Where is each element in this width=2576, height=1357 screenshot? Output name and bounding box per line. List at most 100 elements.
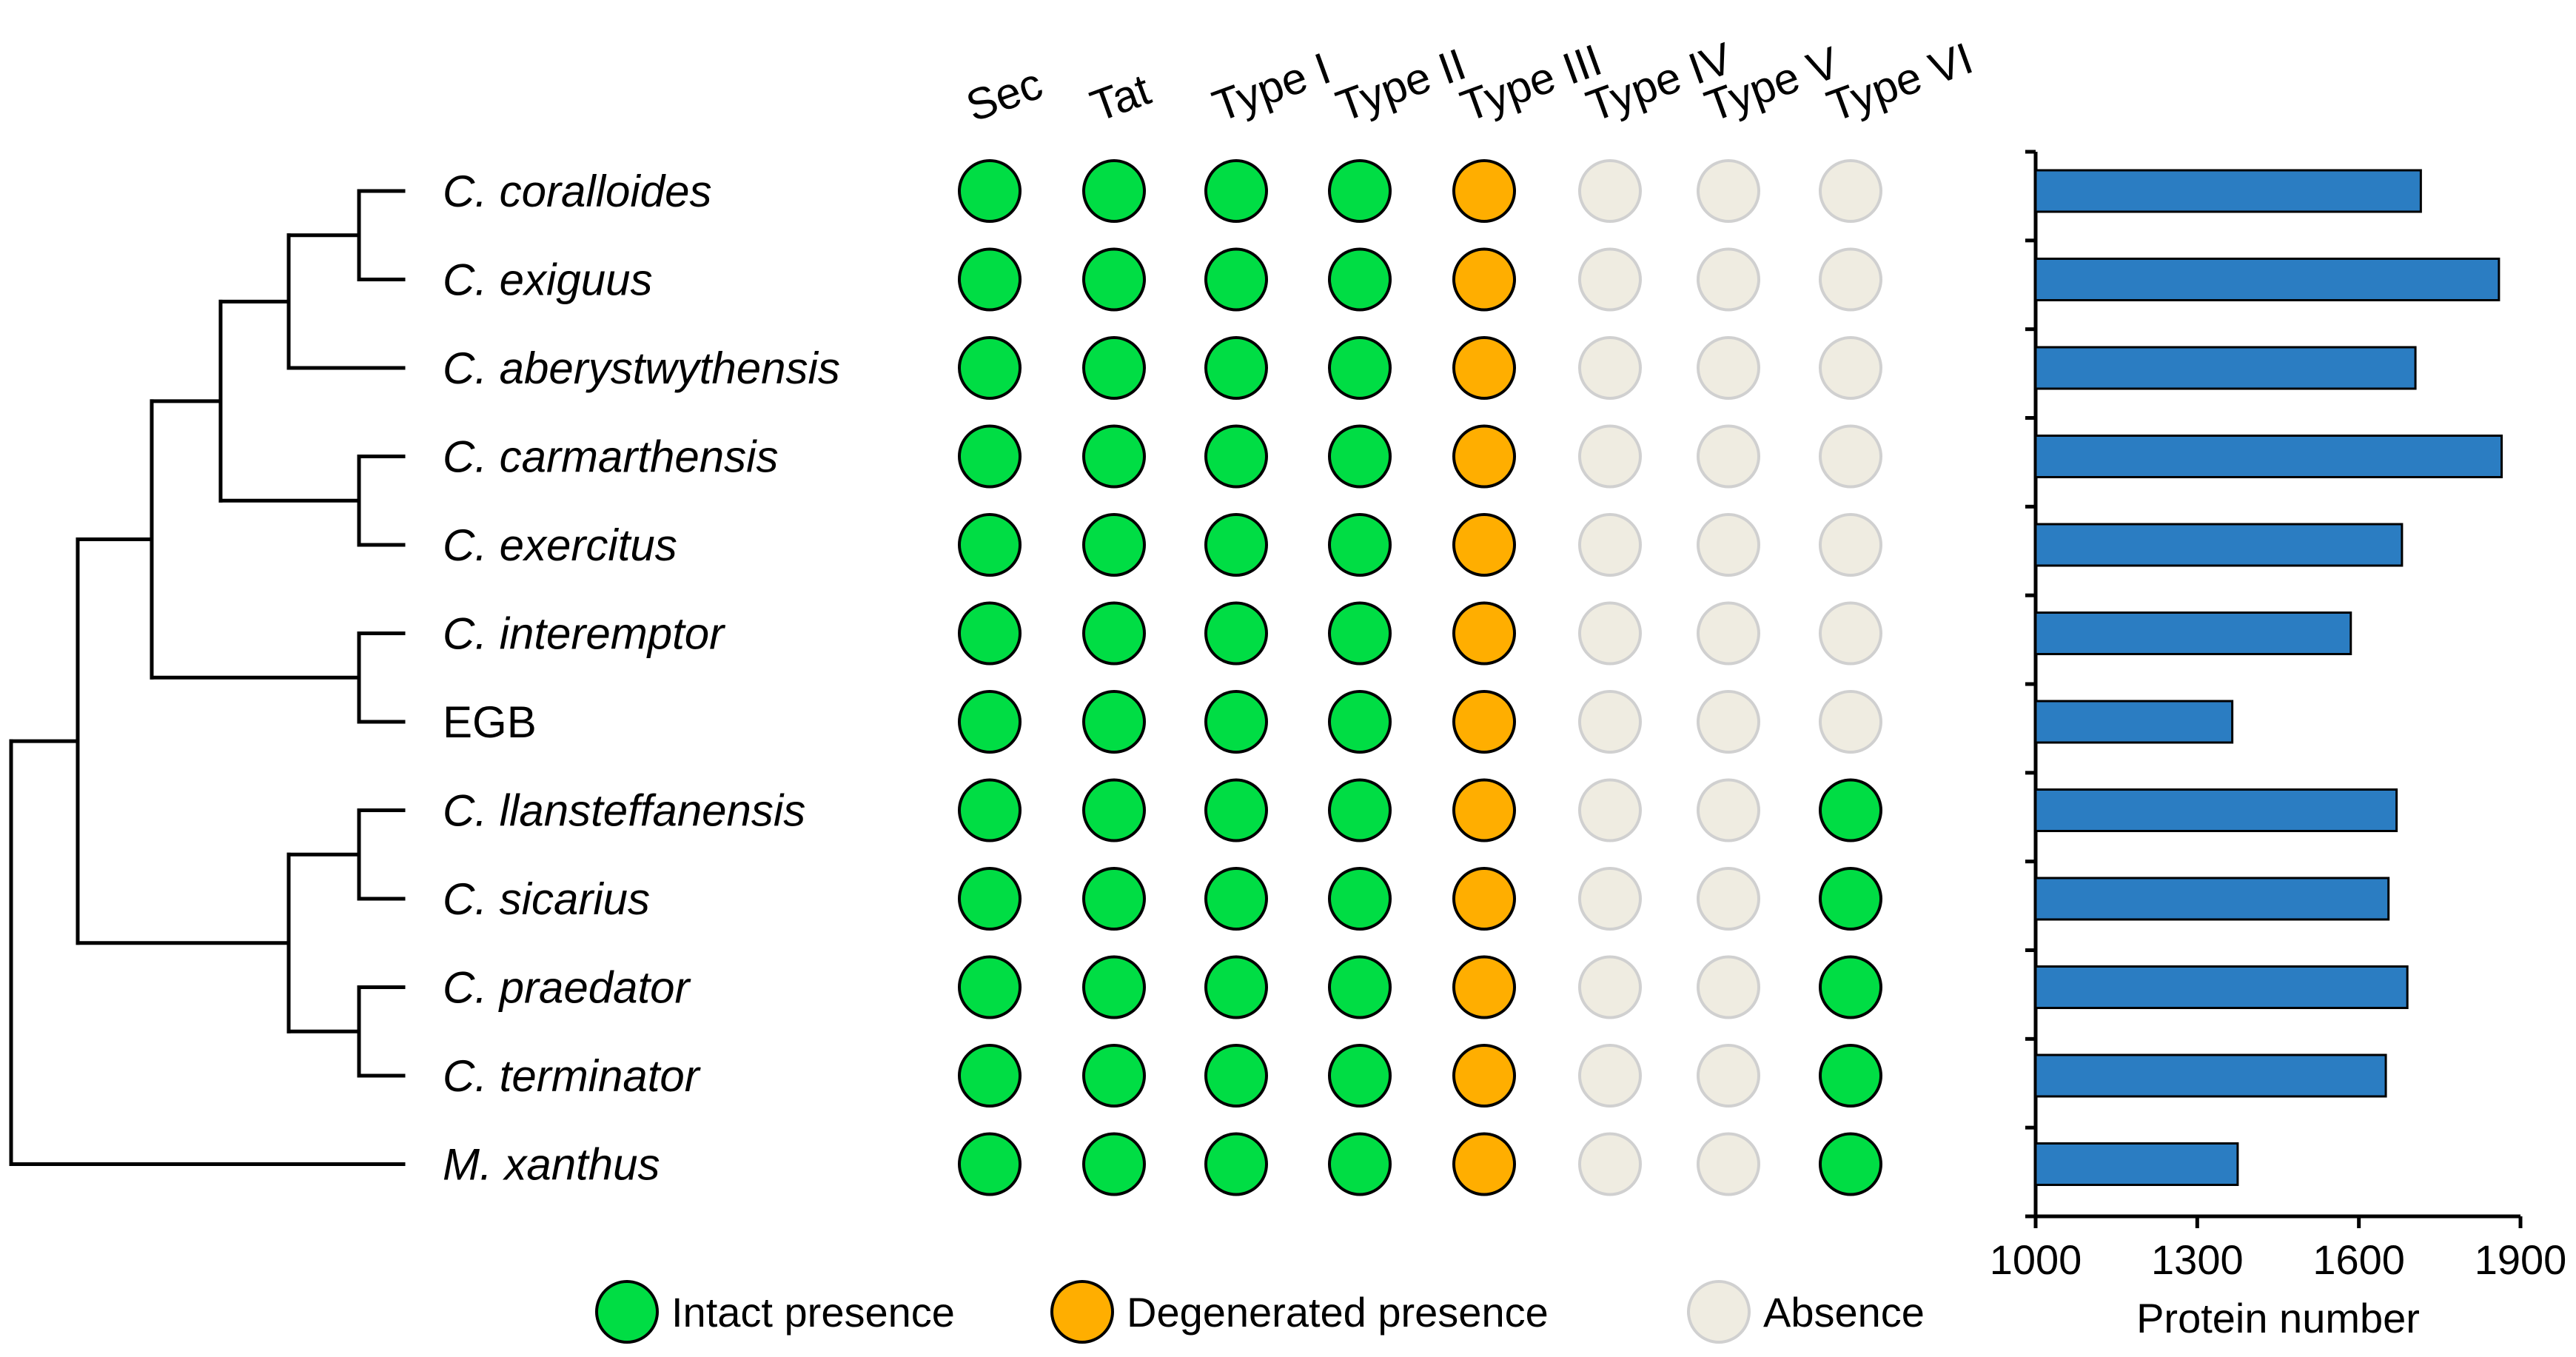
legend-absence-swatch	[1687, 1280, 1751, 1344]
intact-dot	[1328, 247, 1392, 312]
absence-dot	[1578, 424, 1642, 489]
intact-dot	[958, 867, 1022, 931]
absence-dot	[1578, 601, 1642, 666]
taxon-label: C. exiguus	[443, 255, 652, 305]
absence-dot	[1697, 247, 1760, 312]
presence-matrix	[958, 159, 1882, 1196]
legend-degenerated-swatch	[1050, 1280, 1114, 1344]
intact-dot	[1082, 690, 1146, 754]
protein-number-bar	[2034, 523, 2404, 567]
protein-number-bar	[2034, 1053, 2387, 1098]
x-axis-title: Protein number	[2136, 1295, 2420, 1341]
absence-dot	[1819, 247, 1882, 312]
taxon-label: C. interemptor	[443, 609, 725, 659]
absence-dot	[1697, 336, 1760, 400]
absence-dot	[1697, 778, 1760, 842]
intact-dot	[1204, 867, 1268, 931]
absence-dot	[1819, 513, 1882, 577]
intact-dot	[1204, 336, 1268, 400]
x-tick-label: 1000	[1990, 1236, 2082, 1283]
intact-dot	[958, 1132, 1022, 1196]
intact-dot	[1328, 955, 1392, 1019]
absence-dot	[1819, 601, 1882, 666]
absence-dot	[1697, 867, 1760, 931]
intact-dot	[1204, 778, 1268, 842]
taxon-label: C. coralloides	[443, 167, 712, 216]
intact-dot	[1204, 955, 1268, 1019]
degenerated-dot	[1452, 955, 1516, 1019]
intact-dot	[958, 601, 1022, 666]
absence-dot	[1578, 690, 1642, 754]
intact-dot	[1082, 955, 1146, 1019]
protein-number-bar	[2034, 612, 2352, 655]
intact-dot	[1204, 690, 1268, 754]
protein-number-bar	[2034, 169, 2422, 213]
absence-dot	[1578, 159, 1642, 223]
absence-dot	[1578, 1044, 1642, 1108]
intact-dot	[958, 513, 1022, 577]
intact-dot	[1204, 1132, 1268, 1196]
intact-dot	[1082, 159, 1146, 223]
intact-dot	[958, 424, 1022, 489]
taxon-label: C. carmarthensis	[443, 432, 778, 482]
absence-dot	[1697, 690, 1760, 754]
column-header: Type VI	[1821, 33, 1979, 132]
protein-number-bar	[2034, 965, 2409, 1009]
intact-dot	[1819, 955, 1882, 1019]
intact-dot	[958, 955, 1022, 1019]
absence-dot	[1697, 513, 1760, 577]
column-header: Tat	[1084, 64, 1157, 131]
degenerated-dot	[1452, 867, 1516, 931]
absence-dot	[1697, 424, 1760, 489]
absence-dot	[1819, 690, 1882, 754]
degenerated-dot	[1452, 424, 1516, 489]
column-header: Sec	[960, 58, 1049, 131]
intact-dot	[1328, 1132, 1392, 1196]
absence-dot	[1819, 159, 1882, 223]
degenerated-dot	[1452, 1132, 1516, 1196]
absence-dot	[1819, 424, 1882, 489]
intact-dot	[1819, 1044, 1882, 1108]
intact-dot	[1082, 336, 1146, 400]
absence-dot	[1578, 247, 1642, 312]
degenerated-dot	[1452, 247, 1516, 312]
intact-dot	[1328, 690, 1392, 754]
intact-dot	[1328, 1044, 1392, 1108]
absence-dot	[1697, 159, 1760, 223]
x-tick-label: 1900	[2475, 1236, 2567, 1283]
degenerated-dot	[1452, 336, 1516, 400]
absence-dot	[1819, 336, 1882, 400]
intact-dot	[1204, 159, 1268, 223]
protein-number-bar	[2034, 788, 2398, 832]
absence-dot	[1578, 955, 1642, 1019]
absence-dot	[1697, 601, 1760, 666]
intact-dot	[1204, 424, 1268, 489]
intact-dot	[1204, 601, 1268, 666]
absence-dot	[1578, 513, 1642, 577]
intact-dot	[1082, 424, 1146, 489]
taxon-label: C. llansteffanensis	[443, 786, 805, 836]
taxon-label: C. praedator	[443, 963, 691, 1013]
taxon-label: EGB	[443, 697, 537, 747]
degenerated-dot	[1452, 778, 1516, 842]
column-header: Type I	[1207, 43, 1337, 131]
intact-dot	[1082, 778, 1146, 842]
protein-number-bar	[2034, 1142, 2239, 1186]
absence-dot	[1578, 1132, 1642, 1196]
taxon-label: C. exercitus	[443, 520, 677, 570]
x-tick-label: 1600	[2312, 1236, 2405, 1283]
protein-number-bar	[2034, 700, 2234, 744]
intact-dot	[958, 778, 1022, 842]
protein-number-bar-chart: 1000 1300 1600 1900 Protein number	[1990, 150, 2567, 1341]
intact-dot	[1082, 247, 1146, 312]
intact-dot	[1328, 159, 1392, 223]
intact-dot	[1328, 778, 1392, 842]
intact-dot	[1204, 1044, 1268, 1108]
degenerated-dot	[1452, 690, 1516, 754]
intact-dot	[1082, 867, 1146, 931]
legend: Intact presence Degenerated presence Absen…	[595, 1280, 1925, 1344]
legend-absence-label: Absence	[1763, 1289, 1925, 1336]
absence-dot	[1578, 867, 1642, 931]
taxon-label: C. sicarius	[443, 874, 650, 924]
